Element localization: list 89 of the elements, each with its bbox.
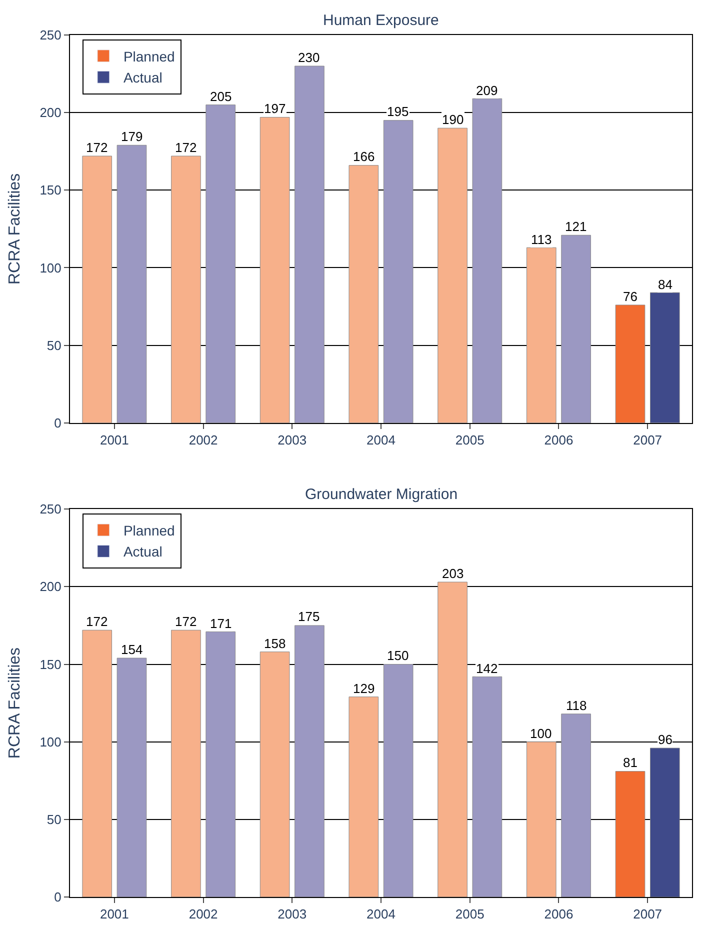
chart-title: Human Exposure — [323, 12, 439, 29]
bar — [438, 582, 468, 897]
bar — [615, 304, 646, 423]
data-label: 142 — [476, 661, 498, 676]
data-label: 205 — [210, 89, 232, 104]
bar — [171, 156, 201, 423]
data-label: 175 — [298, 609, 320, 624]
x-tick-label: 2004 — [366, 906, 396, 922]
data-label: 190 — [442, 112, 464, 127]
y-tick-label: 150 — [40, 182, 62, 198]
y-tick-label: 250 — [40, 28, 62, 43]
y-tick-label: 100 — [40, 260, 62, 276]
bar — [438, 128, 468, 423]
data-label: 172 — [86, 140, 108, 155]
data-label: 166 — [353, 149, 375, 164]
bar — [294, 66, 324, 423]
bar — [294, 625, 324, 897]
data-label: 129 — [353, 681, 375, 696]
bar — [561, 234, 591, 423]
data-label: 179 — [121, 129, 143, 144]
bar — [82, 630, 112, 897]
legend-label: Planned — [123, 48, 175, 64]
data-label: 96 — [658, 732, 672, 747]
y-axis-title: RCRA Facilities — [6, 647, 24, 759]
data-label: 118 — [566, 698, 587, 713]
bar — [650, 292, 680, 423]
bar — [472, 98, 502, 423]
y-tick-label: 200 — [40, 105, 62, 120]
bar — [260, 652, 290, 897]
x-tick-label: 2007 — [633, 906, 662, 922]
data-label: 197 — [264, 101, 286, 116]
data-label: 171 — [210, 616, 232, 631]
bar — [561, 714, 591, 897]
bar — [82, 156, 112, 423]
data-label: 172 — [175, 140, 197, 155]
x-tick-label: 2005 — [455, 432, 484, 448]
legend-label: Actual — [123, 70, 162, 86]
x-tick-label: 2003 — [278, 432, 307, 448]
bar — [260, 116, 290, 423]
legend-label: Actual — [123, 544, 162, 560]
bar — [526, 247, 556, 423]
data-label: 100 — [530, 726, 552, 741]
bar — [348, 165, 379, 423]
bar — [526, 742, 556, 897]
data-label: 150 — [387, 648, 409, 663]
data-label: 209 — [476, 83, 498, 98]
data-label: 76 — [623, 289, 638, 304]
data-label: 172 — [175, 614, 197, 629]
x-tick-label: 2002 — [188, 432, 218, 448]
y-tick-label: 0 — [54, 890, 62, 905]
data-label: 203 — [442, 566, 464, 581]
x-tick-label: 2006 — [544, 906, 574, 922]
data-label: 113 — [531, 232, 552, 247]
y-tick-label: 200 — [40, 579, 62, 594]
x-tick-label: 2001 — [100, 906, 129, 922]
bar — [116, 658, 147, 897]
x-tick-label: 2004 — [366, 432, 396, 448]
x-tick-label: 2007 — [633, 432, 662, 448]
data-label: 84 — [658, 277, 672, 292]
bar — [383, 120, 414, 423]
x-tick-label: 2001 — [100, 432, 129, 448]
x-tick-label: 2005 — [455, 906, 484, 922]
y-tick-label: 50 — [46, 338, 62, 353]
data-label: 158 — [264, 636, 286, 651]
bar — [615, 771, 646, 897]
data-label: 230 — [298, 50, 320, 65]
y-tick-label: 0 — [54, 415, 62, 430]
data-label: 81 — [623, 755, 638, 770]
bar — [348, 696, 379, 897]
bar — [206, 104, 236, 423]
x-tick-label: 2006 — [544, 432, 574, 448]
chart-title: Groundwater Migration — [305, 486, 458, 503]
data-label: 195 — [387, 104, 409, 119]
bar — [116, 144, 147, 423]
y-tick-label: 100 — [40, 734, 62, 750]
y-tick-label: 50 — [46, 812, 62, 827]
bar — [171, 630, 201, 897]
bar — [206, 631, 236, 897]
data-label: 154 — [121, 642, 143, 657]
y-tick-label: 150 — [40, 656, 62, 672]
bar — [383, 664, 414, 897]
bar — [650, 748, 680, 897]
y-tick-label: 250 — [40, 502, 62, 517]
data-label: 172 — [86, 614, 108, 629]
x-tick-label: 2002 — [188, 906, 218, 922]
legend-label: Planned — [123, 522, 175, 538]
y-axis-title: RCRA Facilities — [6, 173, 24, 285]
x-tick-label: 2003 — [278, 906, 307, 922]
data-label: 121 — [565, 219, 587, 234]
